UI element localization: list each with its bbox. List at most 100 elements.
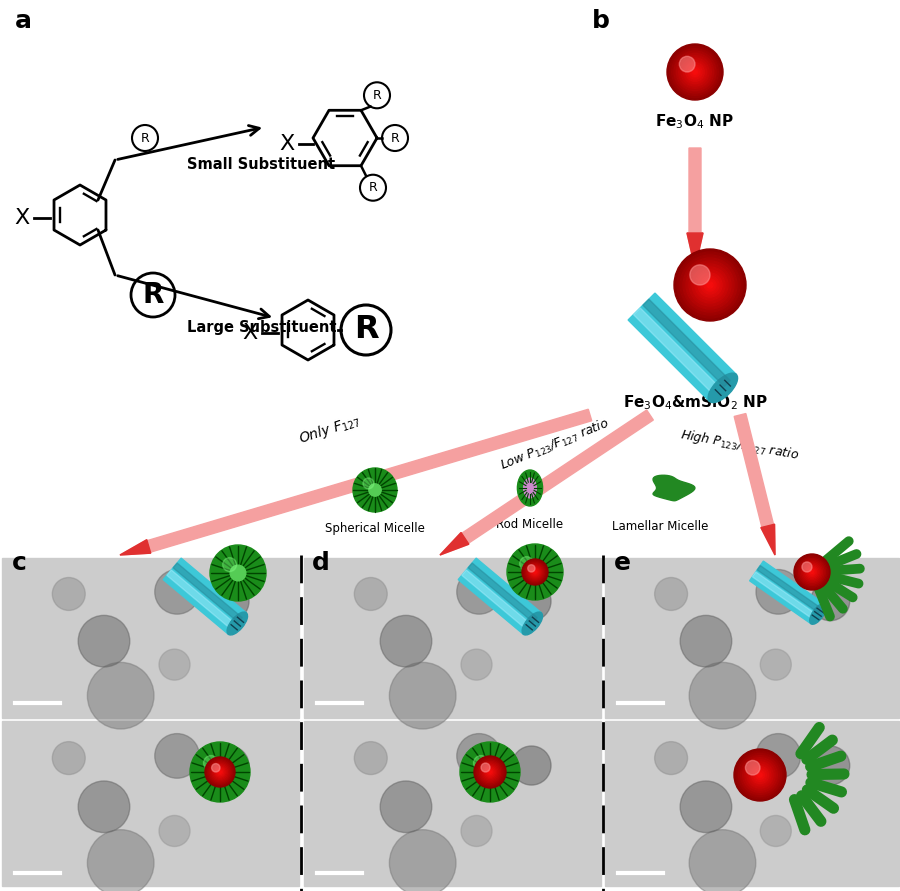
Circle shape [680,56,695,72]
Text: Fe$_3$O$_4$&mSiO$_2$ NP: Fe$_3$O$_4$&mSiO$_2$ NP [623,393,768,412]
Circle shape [205,757,235,787]
Circle shape [363,478,374,489]
Circle shape [155,733,200,778]
Text: d: d [312,551,330,575]
Circle shape [738,753,782,797]
Polygon shape [757,566,822,613]
Circle shape [529,567,540,577]
Ellipse shape [522,612,543,635]
Circle shape [212,764,229,781]
Circle shape [522,559,548,585]
Circle shape [212,764,220,772]
Circle shape [206,758,234,786]
Circle shape [457,569,501,614]
Circle shape [482,764,499,781]
Text: R: R [369,181,377,194]
Circle shape [355,741,387,774]
Circle shape [485,766,495,777]
Polygon shape [760,524,775,555]
Circle shape [797,557,827,587]
Circle shape [218,770,222,774]
Text: R: R [140,132,149,144]
Circle shape [689,265,710,285]
Circle shape [680,255,740,315]
Circle shape [683,61,706,84]
Circle shape [760,815,791,846]
Circle shape [753,769,767,781]
Circle shape [749,764,770,786]
Circle shape [528,566,542,578]
Circle shape [680,781,732,832]
Circle shape [802,561,823,583]
Polygon shape [750,561,824,624]
Circle shape [483,765,497,779]
Polygon shape [166,570,237,630]
Polygon shape [752,572,817,620]
Circle shape [52,741,86,774]
Circle shape [811,746,850,785]
Circle shape [756,733,801,778]
Circle shape [811,582,850,621]
Text: Rod Micelle: Rod Micelle [497,518,563,531]
Circle shape [87,830,154,891]
Text: R: R [391,132,400,144]
Polygon shape [687,233,703,268]
Polygon shape [120,540,150,555]
Circle shape [210,762,230,782]
Circle shape [679,55,711,88]
Circle shape [670,46,721,98]
Circle shape [688,65,702,79]
Circle shape [683,258,737,312]
Polygon shape [120,409,591,555]
Circle shape [212,764,228,780]
Circle shape [527,564,543,580]
Circle shape [654,577,688,610]
Circle shape [87,662,154,729]
Text: b: b [592,9,610,33]
Circle shape [674,249,746,321]
Ellipse shape [524,478,536,498]
Circle shape [481,763,500,781]
Circle shape [355,577,387,610]
Circle shape [353,468,397,512]
Circle shape [745,760,775,790]
Circle shape [674,51,716,93]
Polygon shape [458,558,541,634]
Circle shape [230,565,246,581]
Circle shape [519,557,534,570]
Circle shape [215,767,225,777]
Circle shape [686,62,705,81]
Polygon shape [734,413,775,555]
Circle shape [526,563,544,581]
Circle shape [667,44,723,100]
Circle shape [460,742,520,802]
Circle shape [796,555,829,588]
Circle shape [478,760,502,784]
Circle shape [214,765,226,778]
Circle shape [159,815,190,846]
Text: X: X [279,134,294,154]
Circle shape [758,772,762,777]
Circle shape [752,766,769,784]
Circle shape [805,565,820,579]
Circle shape [534,571,536,573]
Circle shape [155,569,200,614]
Circle shape [457,733,501,778]
Circle shape [480,761,500,782]
Polygon shape [462,570,531,630]
Text: Small Substituent: Small Substituent [187,157,335,172]
Bar [304,558,601,718]
Circle shape [800,560,824,584]
Text: c: c [12,551,27,575]
Circle shape [809,569,815,575]
Circle shape [390,830,456,891]
Text: R: R [373,89,382,102]
Circle shape [742,757,778,792]
Circle shape [216,768,224,776]
Circle shape [698,273,722,297]
Circle shape [190,742,250,802]
Circle shape [390,662,456,729]
Text: Fe$_3$O$_4$ NP: Fe$_3$O$_4$ NP [655,112,734,131]
Polygon shape [687,148,703,268]
Text: X: X [242,323,257,343]
